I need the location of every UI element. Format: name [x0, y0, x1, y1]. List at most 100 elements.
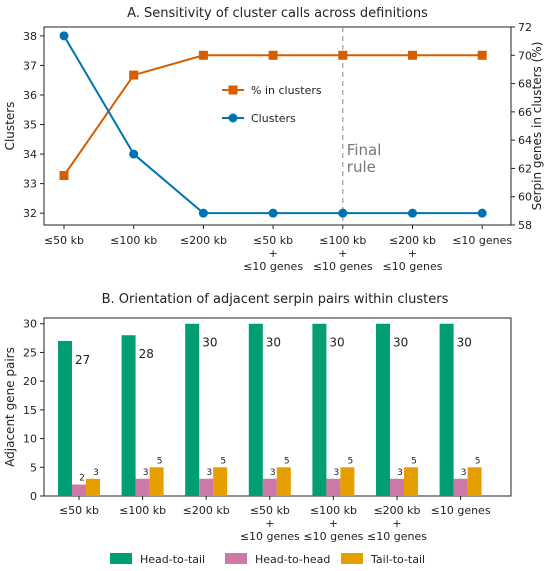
bar	[213, 467, 228, 496]
panel-a-line-chart: A. Sensitivity of cluster calls across d…	[3, 6, 544, 273]
x-tick-label: ≤10 genes	[383, 260, 443, 273]
bar	[326, 478, 341, 496]
y-tick-label: 35	[23, 119, 37, 132]
x-tick-label: ≤50 kb	[250, 504, 290, 517]
panel-a-title: A. Sensitivity of cluster calls across d…	[127, 6, 428, 21]
bar	[340, 467, 355, 496]
legend-swatch	[341, 553, 363, 564]
bar-value-label: 30	[329, 336, 344, 350]
y-tick-label: 33	[23, 178, 37, 191]
bar	[86, 478, 100, 496]
legend-marker	[228, 113, 238, 123]
x-tick-label: +	[408, 247, 417, 260]
bar-value-label: 5	[284, 456, 290, 466]
legend-swatch	[110, 553, 132, 564]
x-tick-label: ≤100 kb	[119, 504, 166, 517]
bar-value-label: 30	[266, 336, 281, 350]
bar-value-label: 30	[457, 336, 472, 350]
panel-a-plot-frame	[43, 26, 512, 226]
y-axis-label: Clusters	[3, 102, 17, 151]
bar-value-label: 3	[461, 468, 467, 478]
y-tick-label: 25	[23, 346, 37, 359]
legend-marker	[228, 85, 238, 95]
y-tick-label: 32	[23, 207, 37, 220]
bar-value-label: 27	[75, 353, 90, 367]
data-point	[268, 208, 278, 218]
data-point	[477, 208, 487, 218]
y-tick-label: 5	[30, 461, 37, 474]
panel-b-title: B. Orientation of adjacent serpin pairs …	[102, 292, 449, 307]
bar-value-label: 5	[411, 456, 417, 466]
bar	[199, 478, 214, 496]
data-point	[408, 208, 417, 218]
bar	[248, 323, 263, 496]
bar	[185, 323, 200, 496]
bar	[121, 335, 136, 496]
y2-tick-label: 72	[518, 21, 532, 34]
bar-value-label: 3	[93, 468, 99, 478]
x-tick-label: ≤100 kb	[310, 504, 357, 517]
bar	[467, 467, 482, 496]
y-tick-label: 20	[23, 375, 37, 388]
x-tick-label: ≤50 kb	[44, 234, 84, 247]
bar	[276, 467, 291, 496]
x-tick-label: ≤100 kb	[319, 234, 366, 247]
x-tick-label: +	[329, 517, 338, 530]
bar	[149, 467, 164, 496]
x-tick-label: ≤10 genes	[367, 530, 427, 543]
x-tick-label: +	[392, 517, 401, 530]
x-tick-label: ≤10 genes	[313, 260, 373, 273]
y-tick-label: 38	[23, 30, 37, 43]
legend-label: % in clusters	[251, 84, 322, 97]
y2-tick-label: 60	[518, 191, 532, 204]
legend-swatch	[225, 553, 247, 564]
x-tick-label: ≤200 kb	[180, 234, 227, 247]
bar-value-label: 3	[206, 468, 212, 478]
bar-value-label: 3	[334, 468, 340, 478]
x-tick-label: ≤10 genes	[431, 504, 491, 517]
legend-label: Clusters	[251, 112, 296, 125]
bar	[72, 484, 86, 496]
y-tick-label: 36	[23, 89, 37, 102]
bar	[58, 340, 72, 496]
bar-value-label: 28	[139, 347, 154, 361]
bar-value-label: 30	[202, 336, 217, 350]
x-tick-label: ≤100 kb	[110, 234, 157, 247]
data-point	[338, 50, 348, 60]
bar-value-label: 30	[393, 336, 408, 350]
data-point	[198, 208, 208, 218]
final-rule-annotation: Final	[347, 141, 382, 159]
data-point	[129, 70, 139, 80]
legend-label: Head-to-tail	[140, 553, 205, 566]
data-point	[477, 50, 487, 60]
x-tick-label: ≤10 genes	[243, 260, 303, 273]
x-tick-label: +	[338, 247, 347, 260]
y-tick-label: 15	[23, 404, 37, 417]
bar-value-label: 5	[348, 456, 354, 466]
y2-axis-label: Serpin genes in clusters (%)	[530, 42, 544, 211]
bar	[390, 478, 404, 496]
final-rule-annotation: rule	[347, 158, 376, 176]
x-tick-label: ≤200 kb	[373, 504, 420, 517]
bar	[312, 323, 327, 496]
data-point	[268, 50, 278, 60]
data-point	[338, 208, 348, 218]
y-tick-label: 10	[23, 433, 37, 446]
y2-tick-label: 66	[518, 106, 532, 119]
y2-tick-label: 62	[518, 162, 532, 175]
y-tick-label: 0	[30, 490, 37, 503]
bar-value-label: 5	[220, 456, 226, 466]
panel-b-bar-chart: B. Orientation of adjacent serpin pairs …	[3, 292, 512, 566]
y-tick-label: 37	[23, 59, 37, 72]
data-point	[129, 149, 139, 159]
bar-value-label: 3	[397, 468, 403, 478]
bar	[376, 323, 390, 496]
bar	[262, 478, 277, 496]
x-tick-label: ≤50 kb	[59, 504, 99, 517]
y2-tick-label: 70	[518, 49, 532, 62]
panel-a-legend: % in clusters Clusters	[222, 84, 322, 125]
x-tick-label: +	[268, 247, 277, 260]
y-tick-label: 34	[23, 148, 37, 161]
data-point	[408, 50, 417, 60]
x-tick-label: ≤10 genes	[452, 234, 512, 247]
